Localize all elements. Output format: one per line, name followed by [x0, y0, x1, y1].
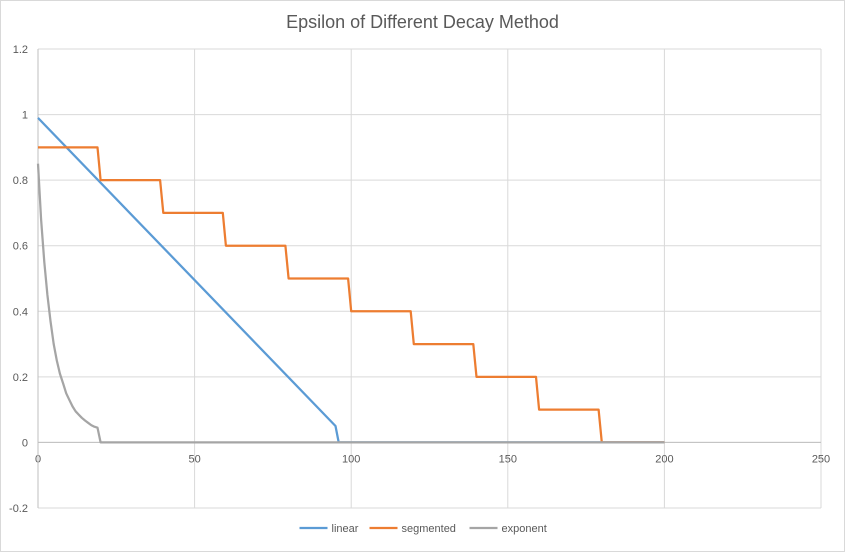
x-tick-label: 100 [342, 453, 360, 465]
y-tick-label: 0.2 [13, 372, 28, 384]
legend-item-linear: linear [299, 523, 359, 535]
legend-label: exponent [502, 523, 547, 535]
legend-item-exponent: exponent [469, 523, 547, 535]
y-tick-label: 0.8 [13, 175, 28, 187]
series-layer [36, 117, 665, 444]
x-tick-label: 50 [188, 453, 200, 465]
legend-label: linear [332, 523, 359, 535]
series-line-segmented [38, 146, 665, 444]
y-tick-label: 1 [22, 110, 28, 122]
series-line-exponent [36, 163, 665, 444]
y-tick-label: 1.2 [13, 44, 28, 56]
y-tick-label: 0.6 [13, 241, 28, 253]
x-tick-label: 200 [655, 453, 673, 465]
y-tick-label: 0.4 [13, 306, 28, 318]
y-tick-label: -0.2 [9, 503, 28, 515]
grid-layer [38, 48, 822, 509]
chart-title: Epsilon of Different Decay Method [286, 12, 559, 32]
y-tick-label: 0 [22, 437, 28, 449]
legend: linear segmented exponent [299, 523, 547, 535]
legend-label: segmented [402, 523, 456, 535]
legend-item-segmented: segmented [369, 523, 456, 535]
x-tick-label: 250 [812, 453, 830, 465]
x-tick-label: 150 [499, 453, 517, 465]
